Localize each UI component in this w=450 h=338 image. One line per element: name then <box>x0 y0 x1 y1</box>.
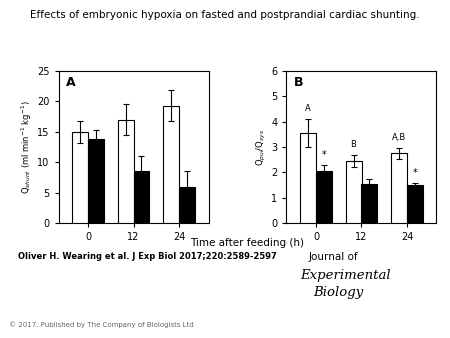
Bar <box>407 185 423 223</box>
Bar <box>179 187 195 223</box>
Bar <box>72 132 88 223</box>
Bar <box>346 161 361 223</box>
Text: A: A <box>305 104 311 113</box>
Text: © 2017. Published by The Company of Biologists Ltd: © 2017. Published by The Company of Biol… <box>9 321 194 328</box>
Text: Oliver H. Wearing et al. J Exp Biol 2017;220:2589-2597: Oliver H. Wearing et al. J Exp Biol 2017… <box>18 252 277 261</box>
Bar <box>300 133 316 223</box>
Text: B: B <box>294 76 303 89</box>
Text: A: A <box>66 76 76 89</box>
Bar <box>316 171 332 223</box>
Bar <box>117 120 134 223</box>
Text: *: * <box>413 168 417 178</box>
Bar <box>134 171 149 223</box>
Text: Time after feeding (h): Time after feeding (h) <box>190 238 305 248</box>
Y-axis label: Q$_{pul}$/Q$_{sys}$: Q$_{pul}$/Q$_{sys}$ <box>255 128 269 166</box>
Text: Biology: Biology <box>313 286 363 298</box>
Text: Journal of: Journal of <box>308 252 358 262</box>
Text: Experimental: Experimental <box>301 269 391 282</box>
Bar <box>163 106 179 223</box>
Bar <box>361 184 378 223</box>
Text: Effects of embryonic hypoxia on fasted and postprandial cardiac shunting.: Effects of embryonic hypoxia on fasted a… <box>30 10 420 20</box>
Y-axis label: Q$_{shunt}$ (ml min$^{-1}$ kg$^{-1}$): Q$_{shunt}$ (ml min$^{-1}$ kg$^{-1}$) <box>20 100 34 194</box>
Text: A,B: A,B <box>392 133 406 142</box>
Bar <box>88 139 104 223</box>
Bar <box>391 153 407 223</box>
Text: B: B <box>351 140 356 149</box>
Text: *: * <box>322 150 326 160</box>
